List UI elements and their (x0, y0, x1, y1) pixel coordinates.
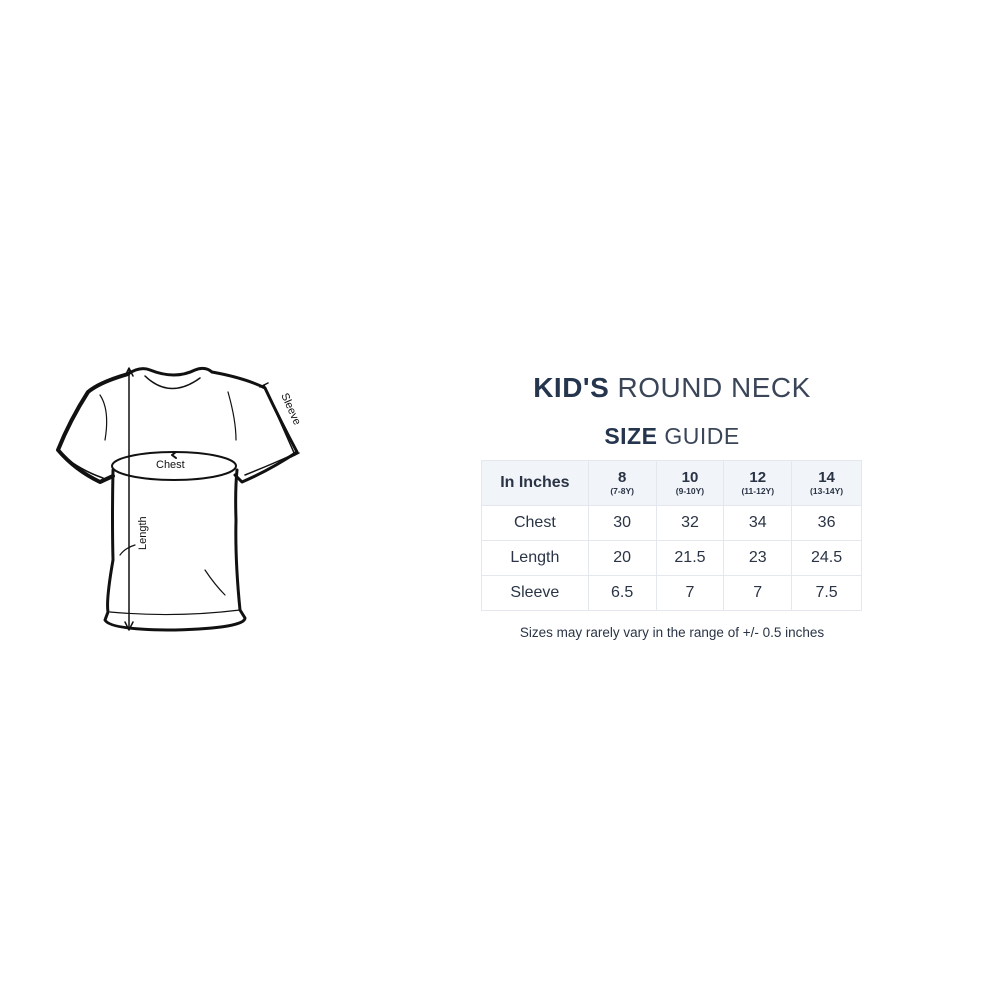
size: 14 (818, 468, 835, 486)
cell: 24.5 (791, 540, 862, 576)
row-label: Sleeve (481, 575, 589, 611)
right-shoulder-sleeve (210, 370, 299, 484)
age: (9-10Y) (675, 485, 705, 496)
unit-header: In Inches (481, 460, 589, 506)
age: (11-12Y) (741, 485, 775, 496)
age: (7-8Y) (610, 485, 634, 496)
right-sleeve-hem (244, 454, 293, 476)
size-header: 8 (7-8Y) (587, 460, 657, 506)
table-row: Sleeve 6.5 7 7 7.5 (481, 575, 862, 611)
length-arrow-icon (124, 367, 134, 631)
title-light: ROUND NECK (617, 372, 811, 403)
cell: 6.5 (587, 575, 657, 611)
table-row: Length 20 21.5 23 24.5 (481, 540, 862, 576)
size-guide-title: SIZE GUIDE (480, 423, 864, 450)
cell: 7.5 (791, 575, 862, 611)
cell: 20 (587, 540, 657, 576)
product-title: KID'S ROUND NECK (480, 372, 864, 404)
collar-inner (144, 375, 201, 390)
cell: 34 (723, 505, 793, 541)
left-shoulder-sleeve (56, 372, 130, 484)
cell: 32 (655, 505, 725, 541)
length-label: Length (137, 516, 149, 550)
cell: 7 (655, 575, 725, 611)
header-row: In Inches 8 (7-8Y) 10 (9-10Y) 12 (11-12Y) 1… (481, 460, 862, 506)
subtitle-bold: SIZE (604, 423, 658, 449)
subtitle-light: GUIDE (664, 423, 740, 449)
size: 12 (749, 468, 767, 486)
sleeve-measure (263, 384, 296, 456)
cell: 36 (791, 505, 862, 541)
hem-line (109, 609, 241, 616)
size-header: 14 (13-14Y) (791, 460, 862, 506)
fold-lines (99, 391, 237, 596)
age: (13-14Y) (810, 485, 844, 496)
tolerance-note: Sizes may rarely vary in the range of +/… (519, 625, 825, 640)
row-label: Chest (481, 505, 589, 541)
size-table: In Inches 8 (7-8Y) 10 (9-10Y) 12 (11-12Y) 1… (481, 460, 862, 611)
tshirt-diagram: Chest Length Sleeve (56, 366, 303, 632)
size: 8 (617, 468, 627, 486)
cell: 23 (723, 540, 793, 576)
cell: 21.5 (655, 540, 725, 576)
cell: 30 (587, 505, 657, 541)
body-left (103, 468, 247, 632)
size: 10 (681, 468, 699, 486)
chest-label: Chest (156, 459, 185, 471)
cell: 7 (723, 575, 793, 611)
row-label: Length (481, 540, 589, 576)
chest-arrow-icon (171, 451, 177, 459)
chest-measure (111, 451, 237, 481)
table-row: Chest 30 32 34 36 (481, 505, 862, 541)
left-sleeve-hem (61, 454, 104, 479)
size-header: 12 (11-12Y) (723, 460, 793, 506)
collar (126, 366, 214, 377)
title-bold: KID'S (533, 372, 610, 403)
size-header: 10 (9-10Y) (655, 460, 725, 506)
